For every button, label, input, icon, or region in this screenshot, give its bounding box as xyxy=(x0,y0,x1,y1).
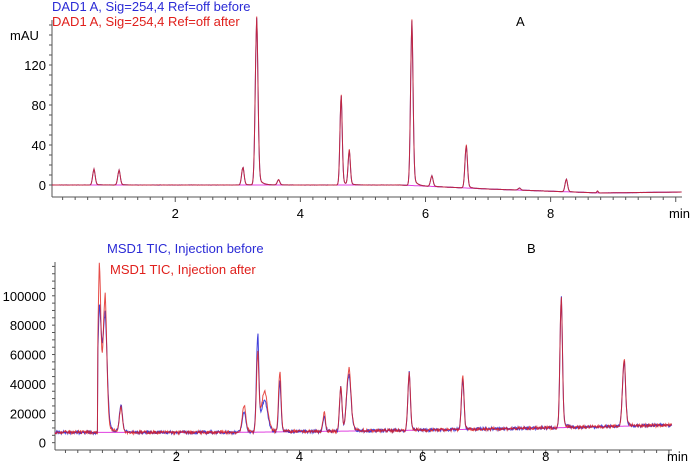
panel-b: MSD1 TIC, Injection before MSD1 TIC, Inj… xyxy=(3,241,688,461)
x-tick-label: 4 xyxy=(297,206,304,221)
legend-b-before: MSD1 TIC, Injection before xyxy=(107,241,264,256)
y-tick-label: 80000 xyxy=(10,318,46,333)
y-axis-label-a: mAU xyxy=(10,28,39,43)
x-axis-unit-a: min xyxy=(669,206,690,221)
y-tick-label: 0 xyxy=(39,178,46,193)
panel-label-a: A xyxy=(516,14,525,29)
legend-b-after: MSD1 TIC, Injection after xyxy=(110,262,256,277)
legend-a-after: DAD1 A, Sig=254,4 Ref=off after xyxy=(52,14,240,29)
x-tick-label: 8 xyxy=(542,449,549,461)
y-tick-label: 20000 xyxy=(10,406,46,421)
series-line-after xyxy=(54,262,673,436)
y-tick-label: 0 xyxy=(39,436,46,451)
x-tick-label: 2 xyxy=(172,206,179,221)
panel-a: DAD1 A, Sig=254,4 Ref=off before DAD1 A,… xyxy=(10,0,690,221)
x-tick-label: 4 xyxy=(296,449,303,461)
panel-label-b: B xyxy=(527,241,536,256)
x-tick-label: 6 xyxy=(422,206,429,221)
y-tick-label: 80 xyxy=(32,98,46,113)
series-line-before xyxy=(51,17,682,194)
y-tick-label: 40 xyxy=(32,138,46,153)
y-tick-label: 120 xyxy=(24,58,46,73)
integration-baseline xyxy=(52,184,682,194)
y-tick-label: 60000 xyxy=(10,348,46,363)
y-tick-label: 40000 xyxy=(10,377,46,392)
x-tick-label: 8 xyxy=(547,206,554,221)
legend-a-before: DAD1 A, Sig=254,4 Ref=off before xyxy=(52,0,251,14)
series-line-before xyxy=(54,296,673,436)
y-tick-label: 100000 xyxy=(3,289,46,304)
series-line-after xyxy=(51,16,682,194)
x-tick-label: 2 xyxy=(173,449,180,461)
x-axis-unit-b: min xyxy=(667,449,688,461)
x-tick-label: 6 xyxy=(419,449,426,461)
